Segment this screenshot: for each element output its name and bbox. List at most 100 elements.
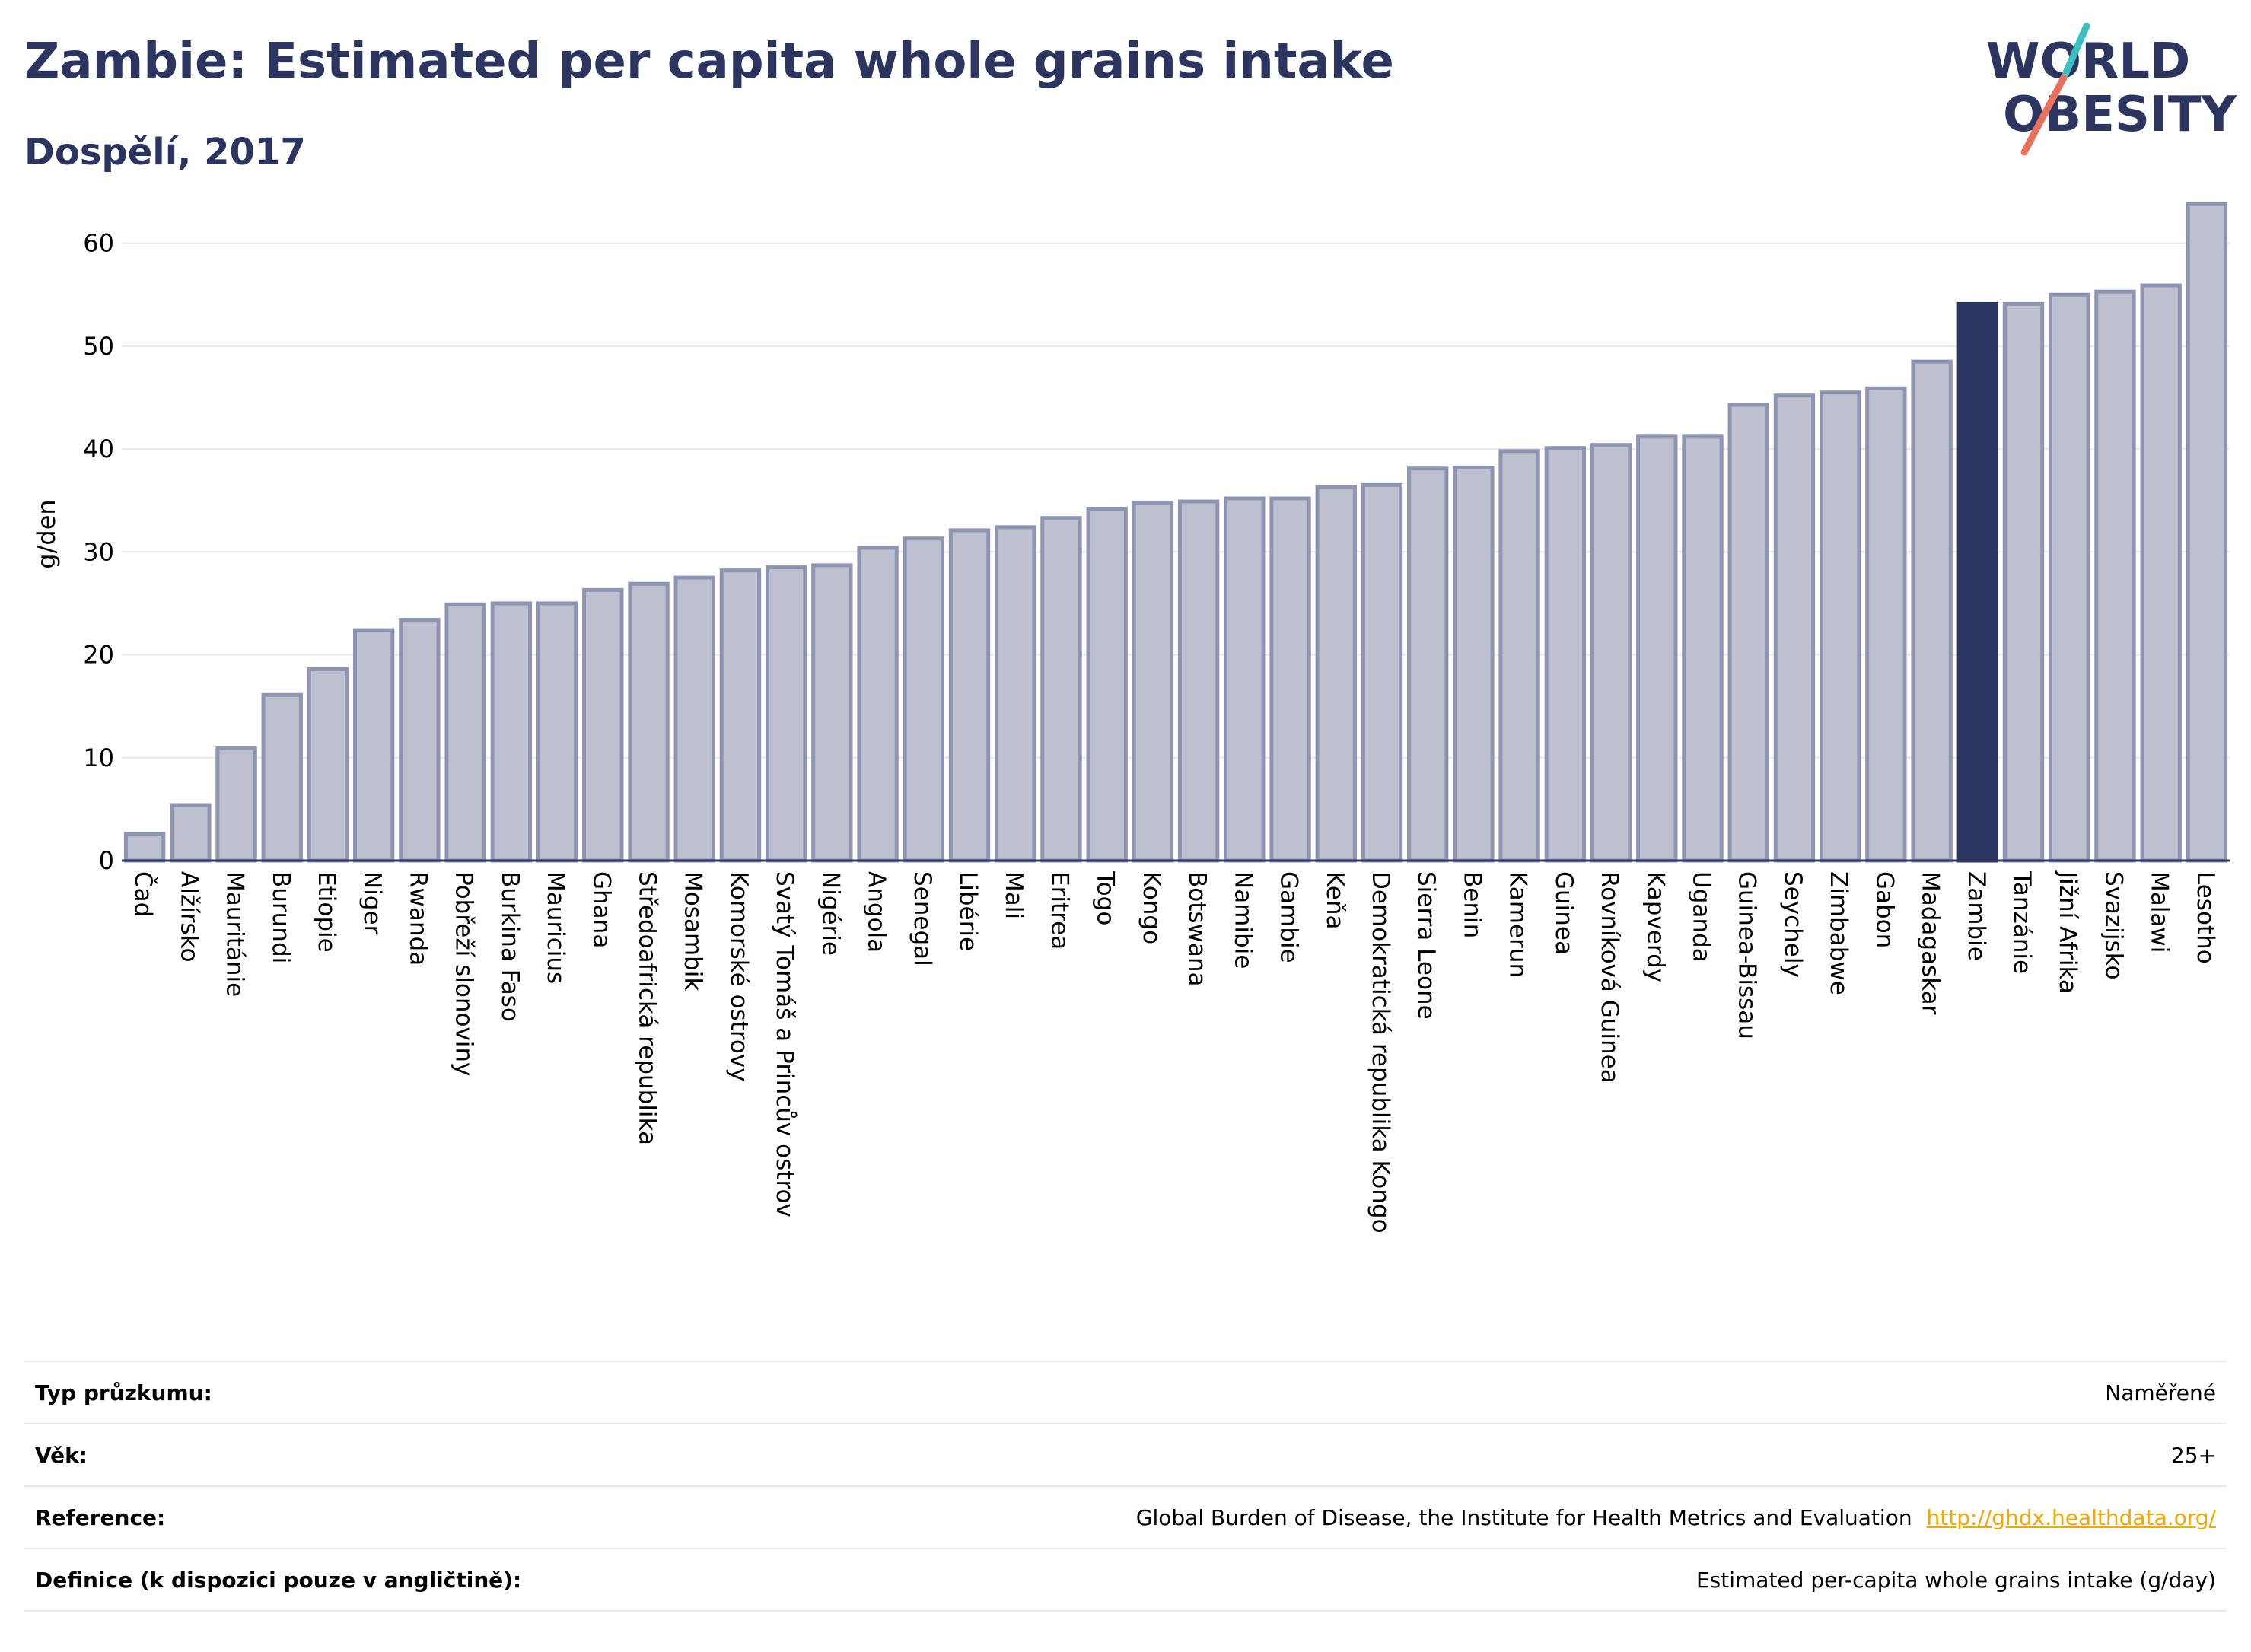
- bar: [1224, 496, 1266, 863]
- x-tick-label: Mosambik: [680, 871, 707, 991]
- x-tick-label: Svatý Tomáš a Princův ostrov: [771, 871, 798, 1218]
- x-tick-label: Senegal: [909, 871, 936, 966]
- x-tick-label: Malawi: [2146, 871, 2173, 953]
- x-tick-label: Mauritánie: [221, 871, 249, 997]
- x-tick-label: Rwanda: [404, 871, 431, 966]
- bar: [1865, 386, 1907, 863]
- bar-highlighted: [1956, 301, 1998, 863]
- world-obesity-logo: WORLD OBESITY: [1986, 23, 2237, 156]
- x-tick-label: Keňa: [1321, 871, 1348, 930]
- x-tick-label: Togo: [1092, 871, 1119, 925]
- bar: [1040, 516, 1082, 863]
- x-tick-label: Benin: [1458, 871, 1485, 938]
- x-tick-label: Alžírsko: [175, 871, 202, 962]
- info-value: 25+: [2170, 1442, 2216, 1468]
- bar: [995, 525, 1036, 863]
- x-tick-label: Gambie: [1275, 871, 1303, 963]
- bar: [1453, 465, 1495, 863]
- x-tick-label: Kapverdy: [1641, 871, 1669, 982]
- x-tick-label: Etiopie: [313, 871, 340, 953]
- bar: [1498, 449, 1540, 863]
- x-tick-label: Burkina Faso: [496, 871, 524, 1022]
- bar-chart: 0 10 20 30 40 50 60 g/den Čad Alžírsko Mauritáni…: [32, 202, 2230, 1233]
- bar: [2094, 289, 2136, 863]
- bar: [1590, 443, 1632, 863]
- x-tick-label: Ghana: [587, 871, 615, 948]
- logo-slash-coral: [2020, 74, 2068, 156]
- info-label: Typ průzkumu:: [35, 1380, 212, 1405]
- bar: [948, 528, 991, 863]
- x-tick-label: Guinea: [1550, 871, 1578, 955]
- bar: [1132, 500, 1174, 863]
- info-value: Global Burden of Disease, the Institute …: [1136, 1505, 2216, 1530]
- bar: [353, 628, 395, 863]
- bar: [628, 581, 670, 863]
- info-row-reference: Reference: Global Burden of Disease, the…: [24, 1487, 2227, 1549]
- x-axis-ticks: Čad Alžírsko Mauritánie Burundi Etiopie Niger…: [129, 870, 2219, 1233]
- bar: [811, 563, 853, 863]
- info-label: Věk:: [35, 1442, 88, 1468]
- bar: [1177, 499, 1220, 863]
- bar: [2186, 202, 2228, 863]
- x-tick-label: Demokratická republika Kongo: [1367, 871, 1394, 1233]
- bar: [1636, 434, 1678, 863]
- bar: [123, 832, 166, 863]
- y-axis-label: g/den: [32, 499, 61, 568]
- x-tick-label: Lesotho: [2192, 871, 2219, 964]
- bar: [1727, 403, 1769, 863]
- x-tick-label: Zimbabwe: [1825, 871, 1852, 995]
- bar: [719, 568, 762, 863]
- info-table: Typ průzkumu: Naměřené Věk: 25+ Referenc…: [24, 1361, 2227, 1612]
- x-tick-label: Čad: [129, 871, 158, 917]
- bar: [673, 575, 715, 863]
- logo-text-world: WORLD: [1986, 33, 2190, 90]
- bar: [2002, 301, 2045, 863]
- x-tick-label: Guinea-Bissau: [1734, 871, 1761, 1039]
- info-row-survey-type: Typ průzkumu: Naměřené: [24, 1362, 2227, 1424]
- bar: [490, 601, 533, 863]
- bar: [215, 746, 257, 863]
- bar: [903, 536, 944, 863]
- y-axis-ticks: 0 10 20 30 40 50 60: [83, 229, 114, 875]
- bars: [123, 202, 2228, 863]
- x-tick-label: Kamerun: [1504, 871, 1532, 978]
- bar: [857, 546, 899, 863]
- bar: [582, 587, 624, 863]
- bar: [1819, 390, 1861, 863]
- y-tick-label: 20: [83, 641, 114, 670]
- y-tick-label: 30: [83, 537, 114, 566]
- x-tick-label: Pobřeží slonoviny: [451, 871, 478, 1076]
- x-tick-label: Tanzánie: [2008, 871, 2036, 974]
- bar: [1315, 485, 1357, 863]
- x-tick-label: Eritrea: [1046, 871, 1073, 950]
- bar: [1407, 466, 1449, 863]
- y-tick-label: 10: [83, 743, 114, 772]
- x-tick-label: Zambie: [1963, 871, 1990, 961]
- info-value: Naměřené: [2105, 1380, 2216, 1405]
- info-value: Estimated per-capita whole grains intake…: [1695, 1567, 2216, 1593]
- x-tick-label: Rovníková Guinea: [1596, 871, 1623, 1084]
- bar: [170, 803, 212, 863]
- x-tick-label: Uganda: [1688, 871, 1715, 963]
- bar: [2140, 283, 2182, 863]
- y-tick-label: 50: [83, 332, 114, 361]
- x-tick-label: Mauricius: [542, 871, 569, 984]
- x-tick-label: Mali: [1000, 871, 1027, 919]
- bar: [1086, 507, 1128, 863]
- reference-link[interactable]: http://ghdx.healthdata.org/: [1926, 1504, 2216, 1530]
- x-tick-label: Komorské ostrovy: [725, 871, 753, 1082]
- info-row-age: Věk: 25+: [24, 1424, 2227, 1487]
- y-tick-label: 0: [99, 846, 114, 875]
- logo-slash-teal: [2060, 23, 2090, 81]
- bar: [1773, 393, 1816, 863]
- y-tick-label: 40: [83, 434, 114, 463]
- x-tick-label: Kongo: [1138, 871, 1165, 944]
- bar: [2049, 292, 2090, 863]
- bar: [1269, 496, 1311, 863]
- bar: [1544, 446, 1587, 863]
- x-tick-label: Botswana: [1183, 871, 1211, 987]
- x-tick-label: Sierra Leone: [1412, 871, 1440, 1020]
- x-tick-label: Seychely: [1779, 871, 1807, 978]
- reference-text: Global Burden of Disease, the Institute …: [1135, 1504, 1912, 1530]
- x-tick-label: Namibie: [1229, 871, 1256, 969]
